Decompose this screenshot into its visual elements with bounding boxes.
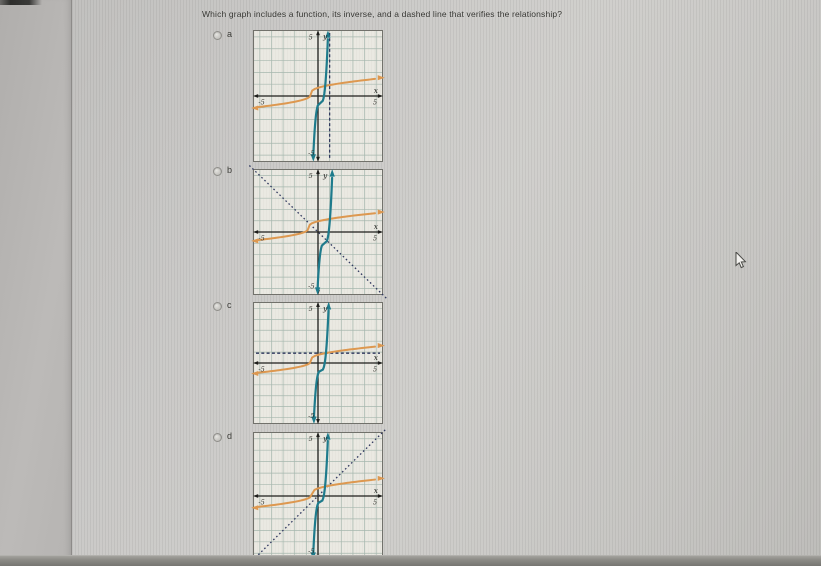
svg-text:5: 5: [373, 99, 377, 107]
svg-text:-5: -5: [308, 412, 314, 420]
screen-edge-artifact: [0, 0, 42, 5]
mouse-cursor-icon: [735, 252, 747, 269]
svg-text:y: y: [322, 434, 328, 443]
svg-text:-5: -5: [258, 366, 264, 374]
svg-text:5: 5: [309, 33, 313, 41]
svg-text:5: 5: [309, 305, 313, 313]
svg-text:x: x: [374, 222, 379, 231]
graph-option-b[interactable]: y x 5 5 -5 -5: [248, 165, 388, 299]
graph-option-a[interactable]: y x 5 5 -5 -5: [251, 29, 385, 163]
question-text: Which graph includes a function, its inv…: [202, 9, 563, 19]
svg-text:x: x: [374, 353, 379, 362]
option-letter-d: d: [227, 431, 233, 441]
radio-button-b[interactable]: [213, 167, 222, 176]
radio-button-a[interactable]: [213, 31, 222, 40]
svg-text:x: x: [374, 86, 379, 95]
svg-text:5: 5: [373, 366, 377, 374]
radio-button-c[interactable]: [213, 302, 222, 311]
option-letter-a: a: [227, 29, 233, 39]
svg-text:y: y: [322, 304, 328, 313]
svg-text:-5: -5: [258, 235, 264, 243]
svg-text:x: x: [374, 486, 379, 495]
option-letter-c: c: [227, 300, 232, 310]
svg-text:-5: -5: [258, 499, 264, 507]
svg-text:-5: -5: [308, 283, 314, 291]
left-margin-strip: [0, 0, 72, 566]
svg-text:y: y: [322, 32, 328, 41]
option-letter-b: b: [227, 165, 233, 175]
svg-text:5: 5: [309, 435, 313, 443]
svg-text:5: 5: [309, 172, 313, 180]
graph-option-c[interactable]: y x 5 5 -5 -5: [251, 301, 385, 425]
svg-text:-5: -5: [308, 548, 314, 556]
svg-text:-5: -5: [308, 149, 314, 157]
screen-bottom-bezel: [0, 555, 821, 566]
svg-text:5: 5: [373, 235, 377, 243]
graph-option-d[interactable]: y x 5 5 -5 -5: [248, 427, 388, 565]
svg-text:y: y: [322, 171, 328, 180]
radio-button-d[interactable]: [213, 433, 222, 442]
svg-text:5: 5: [373, 499, 377, 507]
svg-text:-5: -5: [258, 99, 264, 107]
